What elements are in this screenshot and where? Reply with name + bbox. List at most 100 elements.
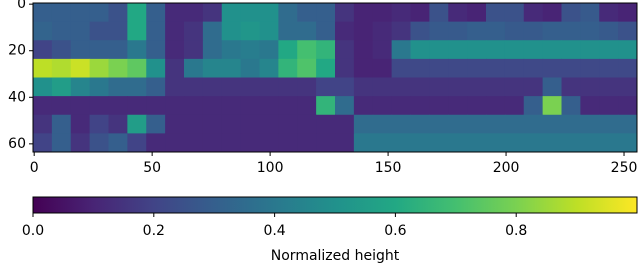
heatmap-cell [580,3,600,23]
heatmap-cell [618,40,638,60]
y-tick-label: 40 [8,89,26,105]
heatmap-cell [580,40,600,60]
x-tick-label: 0 [30,160,39,176]
heatmap-cell [70,40,91,60]
heatmap-cell [165,114,185,134]
heatmap-cell [335,77,355,97]
heatmap-cell [429,3,449,23]
heatmap-cell [542,77,562,97]
heatmap-cell [89,96,109,116]
heatmap-cell [448,40,468,60]
heatmap-cell [278,3,298,23]
heatmap-cell [202,40,223,60]
heatmap-cell [89,58,109,78]
heatmap-cell [240,133,260,153]
y-tick-label: 0 [17,0,26,12]
heatmap-cell [297,77,317,97]
heatmap-cell [221,77,242,97]
heatmap-cell [372,133,393,153]
heatmap-cell [599,3,619,23]
heatmap-cell [372,114,393,134]
heatmap-cell [146,40,166,60]
heatmap-cell [523,96,544,116]
heatmap-cell [448,21,468,41]
heatmap-cell [410,77,430,97]
heatmap-cell [486,40,506,60]
heatmap-cell [316,21,336,41]
heatmap-cell [467,114,487,134]
heatmap-cell [618,133,638,153]
heatmap-cell [221,40,242,60]
heatmap-cell [202,58,223,78]
heatmap-cell [429,21,449,41]
heatmap-cell [89,133,109,153]
heatmap-cell [127,58,147,78]
heatmap-cell [353,58,374,78]
heatmap-cell [391,96,411,116]
heatmap-cell [278,114,298,134]
heatmap-cell [70,77,91,97]
heatmap-cell [108,133,128,153]
x-tick-label: 150 [375,160,402,176]
heatmap-cell [618,58,638,78]
heatmap-cell [561,77,581,97]
heatmap-cell [523,3,544,23]
heatmap-cell [127,3,147,23]
heatmap-cell [486,77,506,97]
heatmap-cell [542,40,562,60]
x-tick-label: 50 [143,160,161,176]
axes-frame [32,2,638,153]
heatmap-cell [165,133,185,153]
heatmap-cell [51,21,72,41]
heatmap-cell [410,40,430,60]
heatmap-cell [70,96,91,116]
heatmap-cell [429,133,449,153]
heatmap-cell [467,133,487,153]
heatmap-cell [33,58,53,78]
heatmap-cell [33,114,53,134]
heatmap-cell [316,114,336,134]
heatmap-cell [108,21,128,41]
heatmap-cell [146,133,166,153]
heatmap-cell [51,3,72,23]
heatmap-cell [561,96,581,116]
heatmap-cell [391,77,411,97]
heatmap-cell [51,40,72,60]
heatmap-cell [89,77,109,97]
heatmap-cell [240,21,260,41]
heatmap-cell [70,114,91,134]
heatmap-cell [184,3,204,23]
heatmap-cell [599,133,619,153]
heatmap-cell [353,133,374,153]
heatmap-cell [108,58,128,78]
heatmap-cell [278,77,298,97]
heatmap-cell [561,21,581,41]
heatmap-cell [504,58,525,78]
heatmap-cell [486,114,506,134]
heatmap-cell [448,77,468,97]
heatmap-cell [33,3,53,23]
heatmap-cell [202,133,223,153]
heatmap-cell [127,21,147,41]
heatmap-cell [278,96,298,116]
heatmap-cell [202,114,223,134]
heatmap-cell [391,21,411,41]
heatmap-cell [523,58,544,78]
heatmap-cell [316,40,336,60]
heatmap-cell [108,77,128,97]
heatmap-cell [127,96,147,116]
heatmap-cell [372,3,393,23]
heatmap-cell [429,40,449,60]
heatmap-cell [353,77,374,97]
heatmap-cell [146,21,166,41]
heatmap-cell [599,96,619,116]
heatmap-cell [372,96,393,116]
heatmap-cell [410,21,430,41]
heatmap-cell [297,114,317,134]
heatmap-cell [259,77,279,97]
heatmap-cell [335,58,355,78]
heatmap-cell [486,133,506,153]
heatmap-cell [259,96,279,116]
heatmap-cell [448,3,468,23]
heatmap-cell [486,3,506,23]
